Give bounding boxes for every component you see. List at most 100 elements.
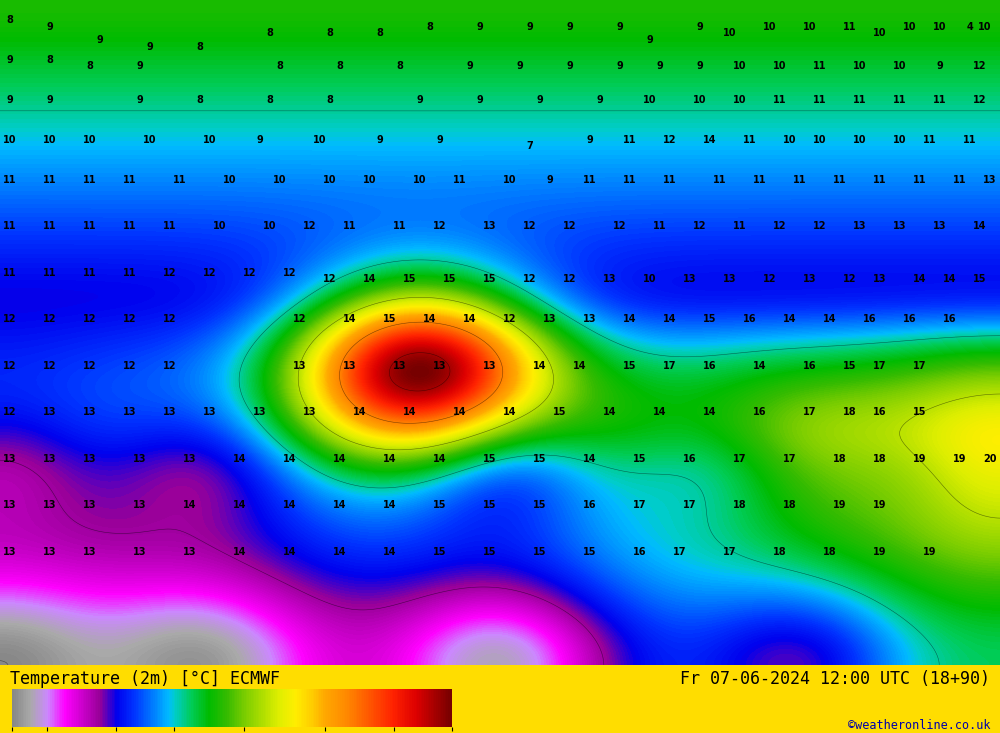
Text: 15: 15	[383, 314, 397, 324]
Text: 14: 14	[623, 314, 637, 324]
Text: 16: 16	[943, 314, 957, 324]
Text: 10: 10	[643, 95, 657, 105]
Text: 18: 18	[733, 500, 747, 510]
Text: 13: 13	[83, 408, 97, 417]
Text: 9: 9	[657, 62, 663, 72]
Text: 19: 19	[873, 547, 887, 557]
Text: 11: 11	[83, 221, 97, 231]
Text: 9: 9	[477, 21, 483, 32]
Text: 11: 11	[923, 135, 937, 144]
Text: 9: 9	[937, 62, 943, 72]
Text: 12: 12	[663, 135, 677, 144]
Text: 11: 11	[123, 174, 137, 185]
Text: 7: 7	[527, 141, 533, 151]
Text: 13: 13	[483, 361, 497, 371]
Text: 13: 13	[3, 547, 17, 557]
Text: 18: 18	[823, 547, 837, 557]
Text: 14: 14	[383, 547, 397, 557]
Text: 9: 9	[547, 174, 553, 185]
Text: 9: 9	[47, 95, 53, 105]
Text: 19: 19	[833, 500, 847, 510]
Text: 14: 14	[753, 361, 767, 371]
Text: 11: 11	[753, 174, 767, 185]
Text: 12: 12	[563, 221, 577, 231]
Text: 18: 18	[773, 547, 787, 557]
Text: 15: 15	[533, 500, 547, 510]
Text: 14: 14	[783, 314, 797, 324]
Text: 13: 13	[343, 361, 357, 371]
Text: 13: 13	[803, 274, 817, 284]
Text: 11: 11	[843, 21, 857, 32]
Text: 13: 13	[163, 408, 177, 417]
Text: 9: 9	[437, 135, 443, 144]
Text: 8: 8	[427, 21, 433, 32]
Text: 12: 12	[763, 274, 777, 284]
Text: 9: 9	[137, 95, 143, 105]
Text: 9: 9	[587, 135, 593, 144]
Text: 10: 10	[323, 174, 337, 185]
Text: 11: 11	[43, 268, 57, 278]
Text: 12: 12	[123, 314, 137, 324]
Text: 13: 13	[543, 314, 557, 324]
Text: 18: 18	[843, 408, 857, 417]
Text: 14: 14	[283, 454, 297, 464]
Text: 16: 16	[683, 454, 697, 464]
Text: 14: 14	[183, 500, 197, 510]
Text: 12: 12	[83, 314, 97, 324]
Text: 12: 12	[3, 314, 17, 324]
Text: 14: 14	[573, 361, 587, 371]
Text: 14: 14	[353, 408, 367, 417]
Text: 14: 14	[453, 408, 467, 417]
Text: 9: 9	[647, 35, 653, 45]
Text: 13: 13	[83, 547, 97, 557]
Text: 12: 12	[523, 274, 537, 284]
Text: 13: 13	[933, 221, 947, 231]
Text: 8: 8	[277, 62, 283, 72]
Text: 10: 10	[903, 21, 917, 32]
Text: 12: 12	[163, 361, 177, 371]
Text: 13: 13	[203, 408, 217, 417]
Text: 14: 14	[433, 454, 447, 464]
Text: 12: 12	[163, 268, 177, 278]
Text: 16: 16	[903, 314, 917, 324]
Text: 12: 12	[323, 274, 337, 284]
Text: 13: 13	[83, 500, 97, 510]
Text: 10: 10	[503, 174, 517, 185]
Text: 11: 11	[813, 62, 827, 72]
Text: 19: 19	[923, 547, 937, 557]
Text: 9: 9	[567, 21, 573, 32]
Text: 14: 14	[283, 547, 297, 557]
Text: 9: 9	[697, 21, 703, 32]
Text: 11: 11	[833, 174, 847, 185]
Text: 11: 11	[343, 221, 357, 231]
Text: Fr 07-06-2024 12:00 UTC (18+90): Fr 07-06-2024 12:00 UTC (18+90)	[680, 670, 990, 688]
Text: 13: 13	[583, 314, 597, 324]
Text: 12: 12	[293, 314, 307, 324]
Text: 15: 15	[973, 274, 987, 284]
Text: 13: 13	[183, 454, 197, 464]
Text: 11: 11	[3, 268, 17, 278]
Text: 14: 14	[653, 408, 667, 417]
Text: 10: 10	[313, 135, 327, 144]
Text: 14: 14	[383, 454, 397, 464]
Text: 15: 15	[433, 500, 447, 510]
Text: 12: 12	[433, 221, 447, 231]
Text: 10: 10	[413, 174, 427, 185]
Text: 11: 11	[653, 221, 667, 231]
Text: 13: 13	[43, 454, 57, 464]
Text: 11: 11	[83, 268, 97, 278]
Text: 10: 10	[203, 135, 217, 144]
Text: 15: 15	[533, 454, 547, 464]
Text: 11: 11	[913, 174, 927, 185]
Text: 11: 11	[173, 174, 187, 185]
Text: 8: 8	[197, 42, 203, 51]
Text: 15: 15	[623, 361, 637, 371]
Text: 13: 13	[483, 221, 497, 231]
Text: 11: 11	[393, 221, 407, 231]
Text: 11: 11	[733, 221, 747, 231]
Text: 14: 14	[343, 314, 357, 324]
Text: 19: 19	[873, 500, 887, 510]
Text: 10: 10	[853, 135, 867, 144]
Text: 15: 15	[583, 547, 597, 557]
Text: 11: 11	[583, 174, 597, 185]
